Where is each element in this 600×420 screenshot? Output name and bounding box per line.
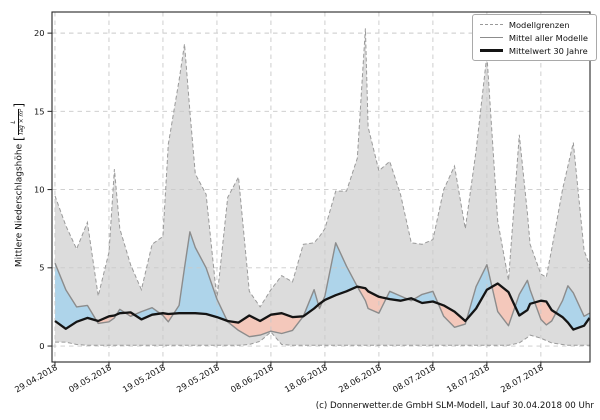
x-tick-label: 29.04.2018: [13, 362, 59, 394]
upper-model-boundary-line: [54, 28, 590, 308]
x-tick-label: 29.05.2018: [175, 362, 221, 394]
below-normal-fill: [357, 286, 387, 313]
legend-item-mittel-aller-modelle: Mittel aller Modelle: [479, 31, 588, 44]
y-tick-label: 5: [39, 263, 44, 273]
dashed-gray-line-sample: [479, 24, 503, 25]
legend-label: Modellgrenzen: [508, 19, 570, 30]
copyright-caption: (c) Donnerwetter.de GmbH SLM-Modell, Lau…: [315, 401, 594, 411]
x-tick-label: 18.06.2018: [283, 362, 329, 394]
x-tick-label: 09.05.2018: [67, 362, 113, 394]
legend-label: Mittelwert 30 Jahre: [508, 45, 588, 56]
legend-item-mittelwert-30-jahre: Mittelwert 30 Jahre: [479, 44, 588, 57]
above-normal-fill: [413, 291, 439, 304]
unit-bracket-close: ]: [12, 102, 26, 108]
y-axis-label: Mittlere Niederschlagshöhe [L Tag × m²]: [6, 30, 32, 340]
unit-bracket-open: [: [12, 136, 26, 141]
below-normal-fill: [534, 300, 556, 325]
y-tick-label: 10: [34, 184, 45, 194]
above-normal-fill: [466, 265, 492, 320]
plot-frame: [51, 11, 591, 363]
unit-denominator: Tag × m²: [19, 108, 25, 136]
x-tick-label: 28.06.2018: [337, 362, 383, 394]
legend-label: Mittel aller Modelle: [508, 32, 588, 43]
y-tick-label: 15: [34, 106, 45, 116]
above-normal-fill: [322, 243, 358, 302]
solid-gray-line-sample: [479, 37, 503, 38]
x-tick-label: 19.05.2018: [121, 362, 167, 394]
below-normal-fill: [227, 313, 304, 337]
thick-black-line-sample: [479, 49, 503, 52]
x-tick-label: 08.06.2018: [229, 362, 275, 394]
y-tick-label: 20: [34, 28, 45, 38]
legend-item-modellgrenzen: Modellgrenzen: [479, 18, 588, 31]
unit-numerator: L: [10, 108, 19, 136]
y-axis-label-text: Mittlere Niederschlagshöhe: [14, 143, 25, 268]
below-normal-fill: [438, 303, 467, 328]
above-normal-fill: [303, 290, 319, 317]
model-mean-line: [54, 231, 590, 338]
legend: Modellgrenzen Mittel aller Modelle Mitte…: [471, 14, 597, 61]
lower-model-boundary-line: [55, 331, 590, 346]
x-tick-label: 28.07.2018: [499, 362, 545, 394]
x-tick-label: 08.07.2018: [391, 362, 437, 394]
above-normal-fill: [134, 307, 161, 320]
x-tick-label: 18.07.2018: [445, 362, 491, 394]
above-normal-fill: [55, 263, 97, 329]
y-tick-label: 0: [39, 341, 44, 351]
thirty-year-mean-line: [54, 282, 590, 331]
unit-fraction: L Tag × m²: [10, 108, 25, 136]
